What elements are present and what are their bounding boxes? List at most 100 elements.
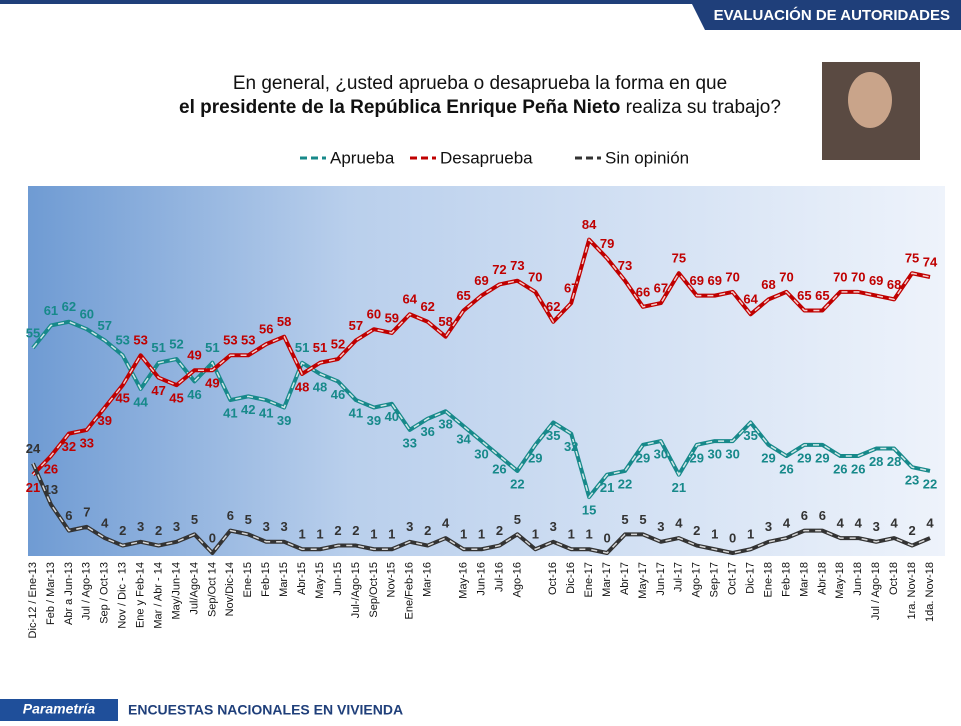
series-dash (32, 320, 931, 499)
data-label: 75 (905, 251, 919, 266)
data-label: 1 (388, 527, 395, 542)
photo-face (848, 72, 892, 128)
data-label: 35 (743, 428, 757, 443)
x-tick-label: Sep / Oct-13 (99, 562, 111, 624)
data-label: 53 (115, 333, 129, 348)
data-label: 15 (582, 502, 596, 517)
data-label: 46 (187, 387, 201, 402)
data-label: 53 (133, 333, 147, 348)
data-label: 1 (568, 527, 575, 542)
data-label: 52 (169, 336, 183, 351)
data-label: 6 (227, 508, 234, 523)
data-label: 4 (783, 516, 791, 531)
data-label: 32 (62, 439, 76, 454)
data-label: 64 (743, 292, 758, 307)
data-label: 59 (385, 310, 399, 325)
data-label: 2 (693, 523, 700, 538)
data-label: 2 (496, 523, 503, 538)
data-label: 68 (761, 277, 775, 292)
x-tick-label: Sep/Oct-15 (368, 562, 380, 618)
data-label: 4 (891, 516, 899, 531)
data-label: 38 (438, 417, 452, 432)
data-label: 4 (837, 516, 845, 531)
data-label: 3 (137, 519, 144, 534)
data-label: 29 (528, 450, 542, 465)
data-label: 42 (241, 402, 255, 417)
data-label: 70 (779, 269, 793, 284)
data-label: 39 (98, 413, 112, 428)
data-label: 6 (819, 508, 826, 523)
data-label: 23 (905, 473, 919, 488)
data-label: 22 (618, 476, 632, 491)
data-label: 65 (797, 288, 811, 303)
data-label: 45 (169, 391, 183, 406)
x-tick-label: Jun-15 (332, 562, 344, 596)
data-label: 4 (442, 516, 450, 531)
data-label: 34 (456, 432, 471, 447)
data-label: 65 (815, 288, 829, 303)
data-label: 6 (801, 508, 808, 523)
data-label: 52 (331, 336, 345, 351)
data-label: 51 (295, 340, 309, 355)
data-label: 60 (367, 307, 381, 322)
data-label: 30 (707, 447, 721, 462)
x-tick-label: Ene/Feb-16 (404, 562, 416, 619)
data-label: 66 (636, 284, 650, 299)
x-tick-label: May/Jun-14 (170, 562, 182, 619)
data-label: 3 (406, 519, 413, 534)
x-tick-label: Sep/Oct 14 (206, 562, 218, 617)
x-tick-label: May-15 (314, 562, 326, 599)
data-label: 55 (26, 325, 40, 340)
data-label: 1 (370, 527, 377, 542)
brand: Parametría (23, 701, 96, 717)
x-tick-label: Nov/Dic-14 (224, 562, 236, 616)
x-tick-label: Dic-16 (565, 562, 577, 594)
data-label: 29 (690, 450, 704, 465)
legend-label: Desaprueba (440, 148, 533, 167)
data-label: 6 (65, 508, 72, 523)
legend-label: Aprueba (330, 148, 395, 167)
data-label: 3 (765, 519, 772, 534)
data-label: 26 (851, 461, 865, 476)
x-tick-label: Oct-17 (727, 562, 739, 595)
data-label: 5 (191, 512, 198, 527)
data-label: 51 (151, 340, 165, 355)
data-label: 3 (873, 519, 880, 534)
footer-note: ENCUESTAS NACIONALES EN VIVIENDA (128, 702, 403, 718)
x-tick-label: Jul-16 (493, 562, 505, 592)
data-label: 69 (707, 273, 721, 288)
data-label: 21 (672, 480, 686, 495)
data-label: 2 (424, 523, 431, 538)
series-dash (32, 463, 931, 555)
data-label: 3 (263, 519, 270, 534)
x-tick-label: 1da. Nov-18 (924, 562, 936, 622)
x-tick-label: Jul-17 (673, 562, 685, 592)
data-label: 1 (532, 527, 539, 542)
x-tick-label: Ago-16 (511, 562, 523, 597)
data-label: 62 (546, 299, 560, 314)
x-tick-label: Sep-17 (709, 562, 721, 597)
data-label: 4 (675, 516, 683, 531)
data-label: 28 (869, 454, 883, 469)
data-label: 68 (887, 277, 901, 292)
question-rest: realiza su trabajo? (626, 97, 781, 118)
x-tick-label: Mar-17 (601, 562, 613, 597)
data-label: 41 (223, 406, 237, 421)
x-tick-label: Ene-17 (583, 562, 595, 597)
data-label: 44 (133, 394, 148, 409)
x-tick-label: Nov / Dic - 13 (117, 562, 129, 629)
data-label: 58 (277, 314, 291, 329)
data-label: 22 (923, 476, 937, 491)
data-label: 29 (797, 450, 811, 465)
brand-box (0, 699, 118, 721)
data-label: 5 (639, 512, 646, 527)
data-label: 26 (833, 461, 847, 476)
data-label: 26 (492, 461, 506, 476)
top-rule (0, 0, 961, 4)
question-line2: el presidente de la República Enrique Pe… (179, 97, 781, 118)
data-label: 21 (26, 480, 40, 495)
x-tick-label: Ene y Feb-14 (135, 562, 147, 628)
data-label: 41 (259, 406, 273, 421)
x-tick-label: Jun-16 (475, 562, 487, 596)
